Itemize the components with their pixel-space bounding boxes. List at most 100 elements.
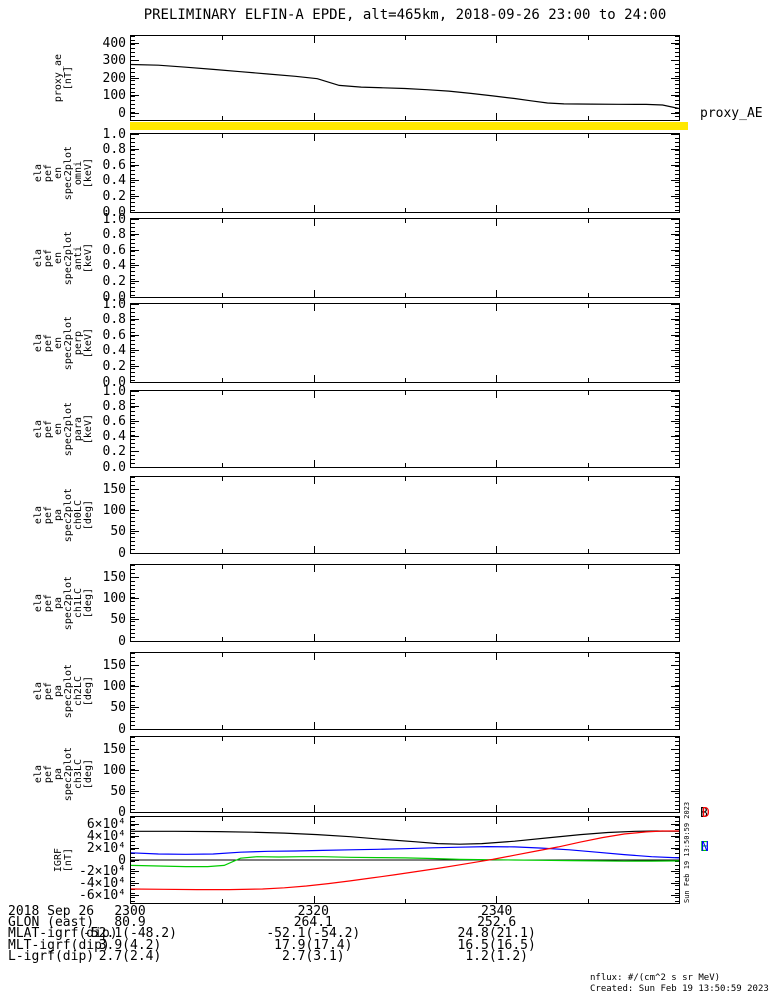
axis-label-word: [keV] [83,413,94,445]
x-tick [496,375,498,382]
x-tick [405,463,406,467]
y-tick-label: 0.0 [102,459,126,475]
x-tick [313,896,315,903]
x-tick [222,653,224,657]
annotation-value: 17.9(17.4) [274,937,353,953]
y-tick [131,895,139,897]
x-tick [222,219,224,223]
y-tick-label: 1.0 [102,211,126,227]
y-tick [671,823,679,825]
y-tick [671,280,679,282]
x-tick [496,896,498,903]
y-tick [131,823,139,825]
y-tick [131,42,139,44]
y-tick [131,164,139,166]
y-tick-label: -2×10⁴ [79,864,126,880]
x-tick [587,737,589,741]
y-minor-ticks-left [131,477,135,553]
x-tick [496,817,498,824]
time-tick-row: 2018 Sep 26 2300 2320 2340 [0,904,775,919]
y-tick [671,390,679,392]
x-tick [405,565,406,569]
series-D [131,830,679,891]
y-tick [671,640,679,642]
x-tick [222,134,224,138]
x-tick [496,219,498,226]
y-tick-label: 150 [102,658,126,674]
y-tick [131,280,139,282]
y-tick [671,749,679,750]
x-tick [222,304,224,308]
y-tick-label: 400 [102,35,126,51]
x-tick [222,808,224,812]
y-tick [671,303,679,305]
x-tick [222,899,224,903]
y-tick-label: 0.0 [102,289,126,305]
y-tick-label: 200 [102,70,126,86]
x-tick [496,634,498,641]
y-tick-label: 0 [118,105,126,121]
x-tick [222,549,224,553]
annotation-value: -52.1(-48.2) [83,926,177,942]
y-minor-ticks-right [675,219,679,297]
y-tick-label: 50 [110,612,126,628]
annotation-row-label: GLON (east) [8,915,95,931]
legend-letter-B: B [700,806,708,821]
y-tick [131,871,139,873]
x-tick [313,134,315,141]
y-tick-label: 0.8 [102,227,126,243]
axis-label-word: [keV] [83,157,94,189]
x-tick [405,208,406,212]
x-tick [313,205,315,212]
y-minor-ticks-left [131,219,135,297]
y-tick-label: 0.2 [102,358,126,374]
series-N [131,845,679,859]
x-tick [405,817,406,821]
x-tick [222,725,224,729]
y-tick-label: 0.2 [102,273,126,289]
y-minor-ticks-right [675,477,679,553]
annotation-value: 16.5(16.5) [457,937,536,953]
x-tick [222,817,224,821]
y-tick [131,112,139,114]
y-tick [131,195,139,197]
x-tick [405,293,406,297]
y-tick [131,577,139,579]
proxy_ae-chart [131,63,679,110]
y-tick [671,381,679,383]
y-tick [671,234,679,236]
x-tick [587,899,589,903]
x-tick [587,725,589,729]
y-tick [671,133,679,135]
y-tick [131,847,139,849]
annotation-value: 24.8(21.1) [457,926,536,942]
y-minor-ticks-right [675,134,679,212]
y-tick-label: 1.0 [102,126,126,142]
legend-letter-D: D [702,806,710,821]
annotation-value: 264.1 [293,915,333,931]
y-tick-label: 50 [110,524,126,540]
y-minor-ticks-right [675,737,679,812]
x-tick [405,219,406,223]
annotation-row-label: L-igrf(dip) [8,948,95,964]
time-tick-label: 2340 [481,904,513,919]
annotation-row: GLON (east) 80.9 264.1 252.6 [0,915,775,931]
annotation-value: 2.7(2.4) [98,948,162,964]
x-tick [405,899,406,903]
y-tick [131,77,139,79]
y-tick [671,365,679,367]
y-tick [131,319,139,321]
axis-label-word: [keV] [83,327,94,359]
y-tick [131,180,139,182]
panel-pa-ch3lc [130,736,680,813]
x-tick [313,634,315,641]
x-tick [313,737,315,744]
axis-label-word: [deg] [83,587,94,619]
x-tick [222,565,224,569]
y-tick-label: 300 [102,53,126,68]
igrf-chart [131,830,679,891]
proxy-ae-series-label: proxy_AE [700,106,763,121]
x-tick [587,637,589,641]
x-tick [587,219,589,223]
x-tick [222,378,224,382]
